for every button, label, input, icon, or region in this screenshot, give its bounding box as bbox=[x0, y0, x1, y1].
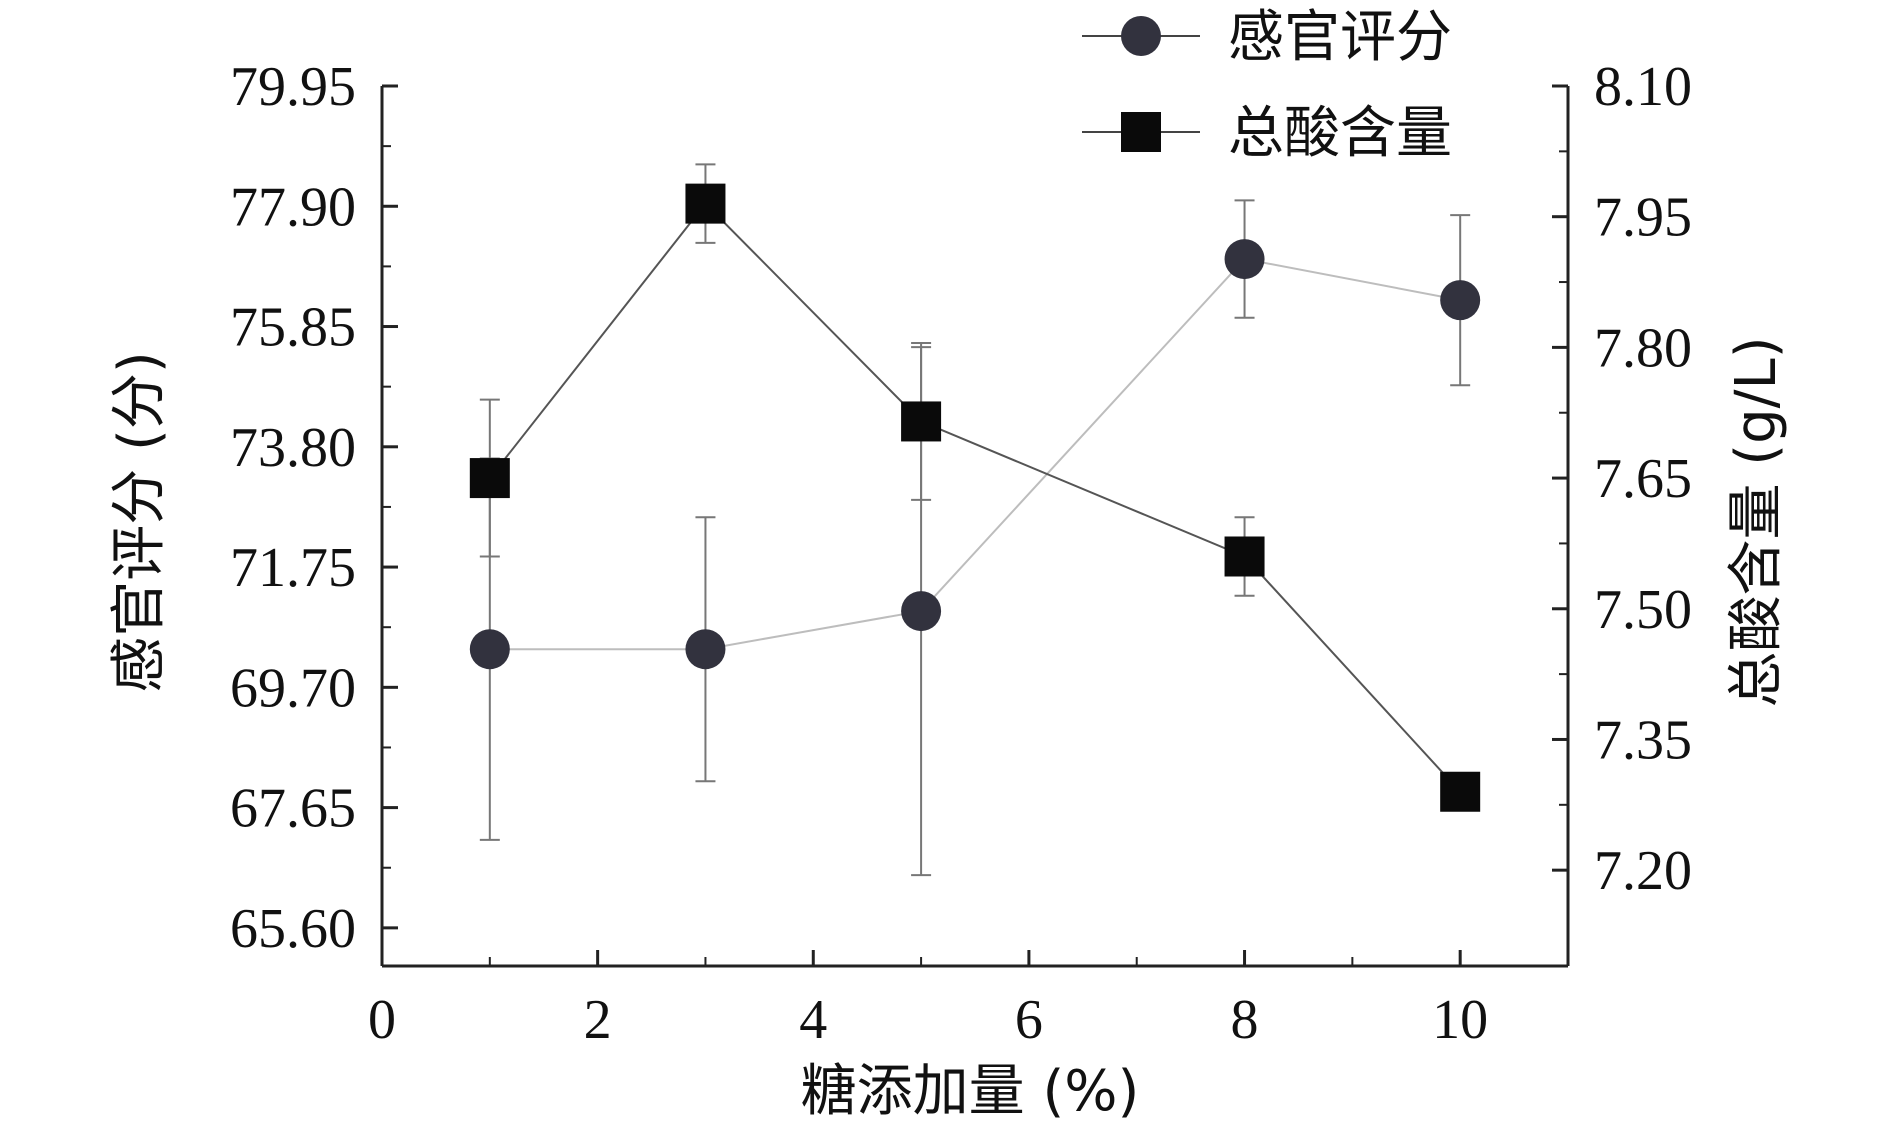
data-point-circle bbox=[901, 591, 942, 632]
y-axis-left-title: 感官评分 (分) bbox=[107, 351, 172, 693]
ticks: 0 2 4 6 8 10 65.60 67.65 69.70 71.75 73.80 75.85 77.… bbox=[230, 56, 1692, 1051]
x-tick-label: 2 bbox=[584, 989, 612, 1051]
series-line-1 bbox=[489, 202, 1461, 793]
data-point-circle bbox=[469, 629, 510, 670]
data-point-square bbox=[1440, 771, 1481, 812]
x-tick-label: 10 bbox=[1432, 989, 1488, 1051]
x-axis-title: 糖添加量 (%) bbox=[801, 1059, 1140, 1124]
data-point-circle bbox=[1224, 239, 1265, 280]
y-right-tick-label: 7.35 bbox=[1594, 709, 1692, 771]
y-left-tick-label: 75.85 bbox=[230, 297, 356, 359]
legend-item-acid: 总酸含量 bbox=[1082, 101, 1452, 166]
data-point-square bbox=[901, 401, 942, 442]
y-left-tick-label: 67.65 bbox=[230, 778, 356, 840]
data-point-circle bbox=[685, 629, 726, 670]
error-bars bbox=[479, 163, 1471, 877]
legend-label-acid: 总酸含量 bbox=[1228, 101, 1452, 166]
y-left-tick-label: 65.60 bbox=[230, 898, 356, 960]
legend-label-sensory: 感官评分 bbox=[1228, 5, 1452, 70]
y-right-tick-label: 7.80 bbox=[1594, 317, 1692, 379]
x-tick-label: 4 bbox=[799, 989, 827, 1051]
x-tick-label: 0 bbox=[368, 989, 396, 1051]
axes bbox=[380, 86, 1570, 968]
data-point-circle bbox=[1440, 280, 1481, 321]
y-right-tick-label: 7.65 bbox=[1594, 448, 1692, 510]
x-tick-label: 8 bbox=[1231, 989, 1259, 1051]
y-right-tick-label: 7.20 bbox=[1594, 840, 1692, 902]
y-left-tick-label: 71.75 bbox=[230, 537, 356, 599]
legend-item-sensory: 感官评分 bbox=[1082, 5, 1452, 70]
data-point-square bbox=[469, 458, 510, 499]
data-point-square bbox=[1224, 536, 1265, 577]
y-left-tick-label: 77.90 bbox=[230, 176, 356, 238]
legend-marker-square bbox=[1121, 112, 1161, 152]
y-right-tick-label: 7.50 bbox=[1594, 579, 1692, 641]
y-right-tick-label: 7.95 bbox=[1594, 187, 1692, 249]
legend: 感官评分 总酸含量 bbox=[1082, 5, 1452, 166]
x-tick-label: 6 bbox=[1015, 989, 1043, 1051]
series-markers bbox=[469, 183, 1481, 812]
series-lines bbox=[489, 202, 1461, 793]
y-right-tick-label: 8.10 bbox=[1594, 56, 1692, 118]
y-left-tick-label: 79.95 bbox=[230, 56, 356, 118]
y-left-tick-label: 73.80 bbox=[230, 417, 356, 479]
y-left-tick-label: 69.70 bbox=[230, 657, 356, 719]
data-point-square bbox=[685, 183, 726, 224]
series-line-0 bbox=[489, 257, 1461, 651]
legend-marker-circle bbox=[1121, 16, 1161, 56]
y-axis-right-title: 总酸含量 (g/L) bbox=[1724, 336, 1789, 707]
